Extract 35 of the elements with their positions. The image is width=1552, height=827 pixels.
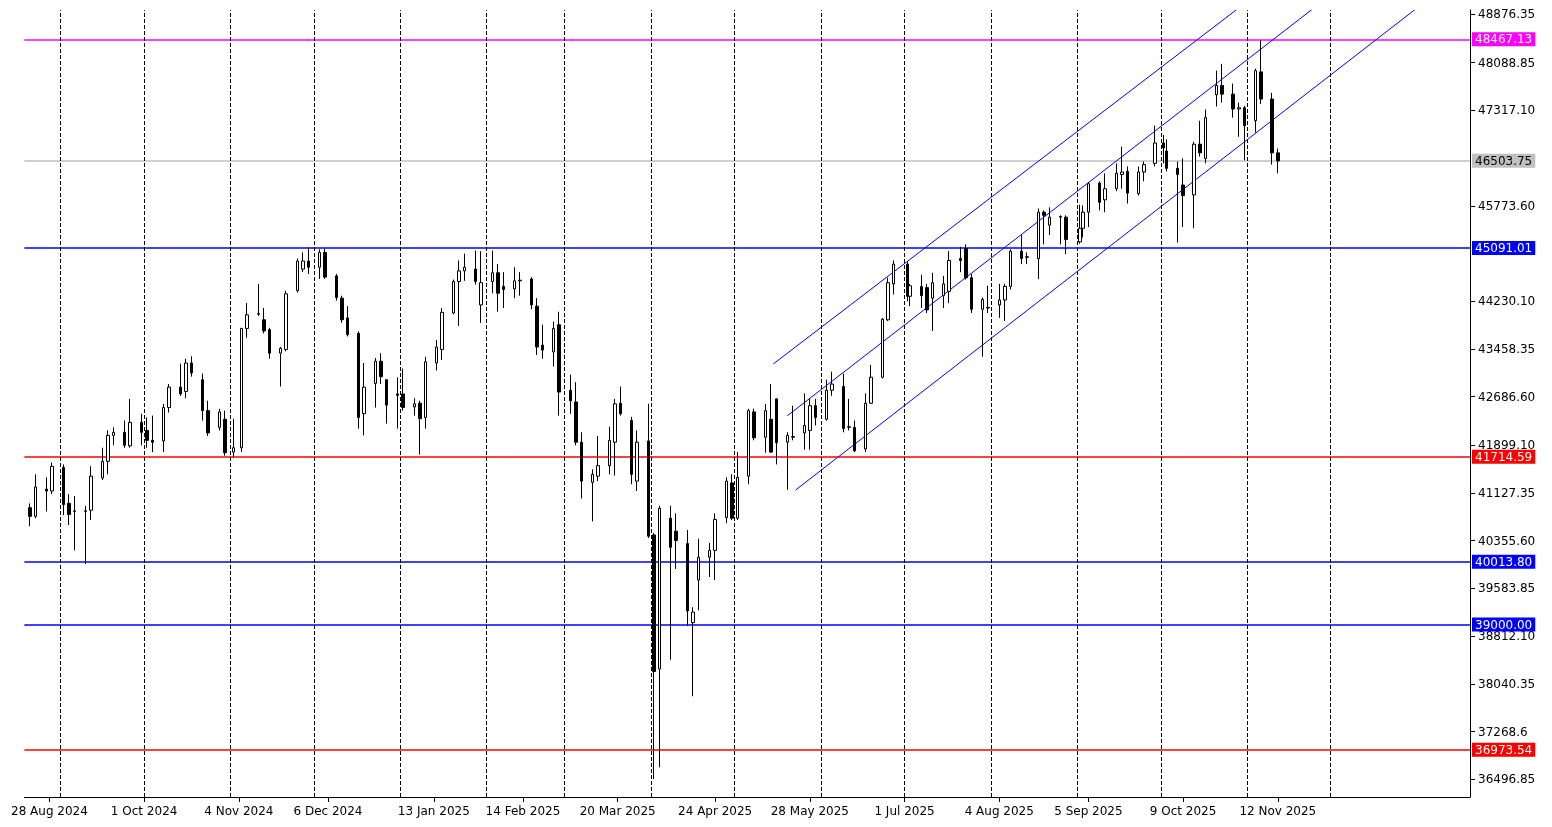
x-tick-label: 6 Dec 2024 — [293, 804, 363, 818]
x-tick-label: 28 Aug 2024 — [11, 804, 88, 818]
y-tick-label: 44230.10 — [1478, 294, 1536, 309]
x-tick-label: 4 Aug 2025 — [964, 804, 1034, 818]
y-tick-label: 37268.6 — [1478, 724, 1528, 739]
x-tick-label: 24 Apr 2025 — [678, 804, 753, 818]
y-tick-label: 48088.85 — [1478, 55, 1536, 70]
x-tick-label: 1 Oct 2024 — [110, 804, 178, 818]
y-tick-label: 48876.35 — [1478, 7, 1536, 21]
x-tick-label: 1 Jul 2025 — [874, 804, 935, 818]
ref-line-label: 36973.54 — [1475, 742, 1533, 757]
ref-line-label: 41714.59 — [1475, 449, 1533, 464]
y-tick-label: 43458.35 — [1478, 341, 1536, 356]
y-tick-label: 42686.60 — [1478, 389, 1536, 404]
ref-line-label: 40013.80 — [1475, 554, 1533, 569]
x-tick-label: 5 Sep 2025 — [1054, 804, 1123, 818]
y-tick-label: 36496.85 — [1478, 772, 1536, 787]
x-tick-label: 28 May 2025 — [770, 804, 849, 818]
x-tick-label: 9 Oct 2025 — [1149, 804, 1217, 818]
y-tick-label: 40355.60 — [1478, 533, 1536, 548]
x-tick-label: 4 Nov 2024 — [204, 804, 274, 818]
x-tick-label: 20 Mar 2025 — [579, 804, 656, 818]
x-tick-label: 13 Jan 2025 — [397, 804, 470, 818]
y-tick-label: 45773.60 — [1478, 198, 1536, 213]
y-tick-label: 41127.35 — [1478, 486, 1536, 501]
x-tick-label: 12 Nov 2025 — [1239, 804, 1317, 818]
y-tick-label: 39583.85 — [1478, 581, 1536, 596]
x-tick-label: 14 Feb 2025 — [485, 804, 561, 818]
ref-line-label: 45091.01 — [1475, 241, 1533, 255]
y-tick-label: 38040.35 — [1478, 676, 1536, 691]
ref-line-label: 46503.75 — [1475, 153, 1533, 168]
ref-line-label: 39000.00 — [1475, 617, 1533, 632]
y-tick-label: 47317.10 — [1478, 103, 1536, 118]
ref-line-label: 48467.13 — [1475, 32, 1533, 47]
y-tick-label: 38812.10 — [1478, 629, 1536, 644]
